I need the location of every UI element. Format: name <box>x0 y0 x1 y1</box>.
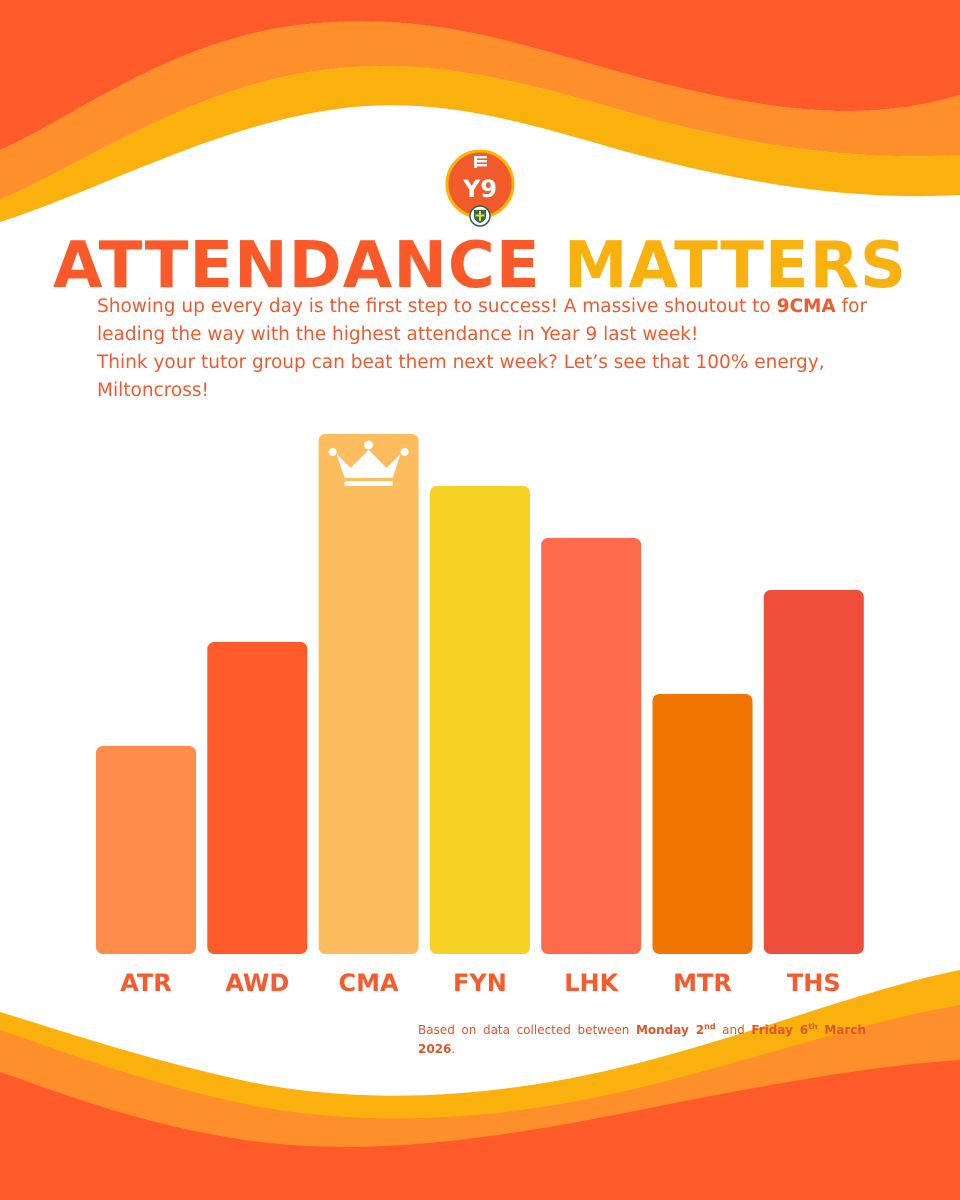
year9-logo: Y9 <box>445 150 515 227</box>
tick-label-fyn: FYN <box>453 969 507 997</box>
intro-text: Showing up every day is the first step t… <box>97 293 877 405</box>
tick-label-cma: CMA <box>339 969 399 997</box>
highlight-group: 9CMA <box>776 296 836 317</box>
school-crest-icon <box>469 205 491 227</box>
footnote-start-day: Monday 2 <box>635 1023 705 1037</box>
tick-label-awd: AWD <box>225 969 289 997</box>
footnote-end-month: March 2026 <box>418 1023 866 1056</box>
footnote-suffix: . <box>451 1042 456 1056</box>
footnote-end-sup: th <box>808 1022 818 1031</box>
footnote-start-sup: nd <box>704 1022 716 1031</box>
top-wave-orange <box>0 0 960 150</box>
top-wave-yellow <box>0 66 960 223</box>
bar-mtr <box>652 694 753 954</box>
top-wave-mid <box>0 21 960 200</box>
intro-line-1a: Showing up every day is the first step t… <box>97 296 777 317</box>
tick-label-mtr: MTR <box>673 969 732 997</box>
intro-line-1b: for leading the way with the highest att… <box>97 296 868 345</box>
bar-fyn <box>429 486 530 954</box>
bar-awd <box>207 642 308 954</box>
flag-icon <box>474 156 487 168</box>
footnote-middle: and <box>715 1023 752 1037</box>
tick-label-atr: ATR <box>120 969 172 997</box>
bar-lhk <box>541 538 642 954</box>
footnote-end-day: Friday 6 <box>751 1023 809 1037</box>
intro-paragraph-1: Showing up every day is the first step t… <box>97 293 877 349</box>
intro-paragraph-2: Think your tutor group can beat them nex… <box>97 352 825 401</box>
bottom-wave-orange <box>0 1060 960 1200</box>
bars-group <box>96 434 864 954</box>
tick-label-ths: THS <box>787 969 841 997</box>
title-word-attendance: ATTENDANCE <box>53 229 541 303</box>
crown-icon <box>328 440 409 486</box>
bar-atr <box>96 746 196 954</box>
bar-ths <box>763 590 864 954</box>
data-footnote: Based on data collected between Monday 2… <box>418 1017 866 1059</box>
page-title: ATTENDANCE MATTERS <box>0 228 960 304</box>
logo-badge-text: Y9 <box>462 175 497 203</box>
category-labels: ATR AWD CMA FYN LHK MTR THS <box>120 969 840 997</box>
footnote-prefix: Based on data collected between <box>418 1023 636 1037</box>
bar-cma <box>318 434 419 954</box>
title-word-matters: MATTERS <box>563 229 907 303</box>
tick-label-lhk: LHK <box>564 969 619 997</box>
